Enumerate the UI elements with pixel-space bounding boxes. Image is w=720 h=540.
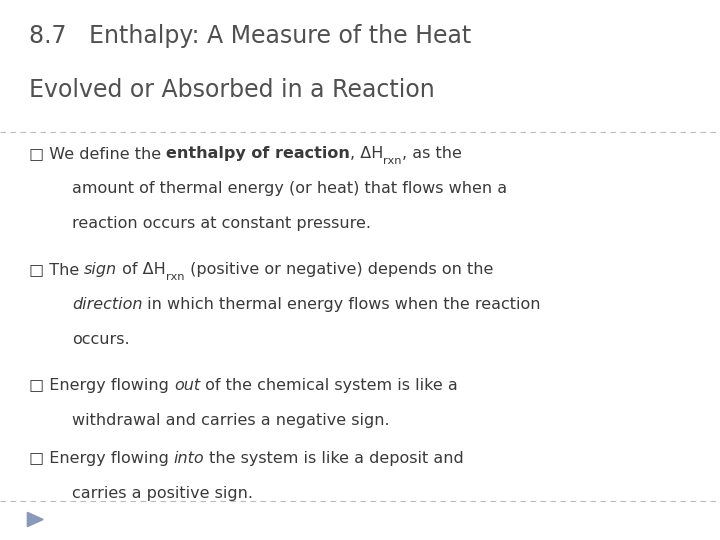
- Text: □ Energy flowing: □ Energy flowing: [29, 378, 174, 393]
- Text: (positive or negative) depends on the: (positive or negative) depends on the: [184, 262, 493, 277]
- Text: withdrawal and carries a negative sign.: withdrawal and carries a negative sign.: [72, 413, 390, 428]
- Text: occurs.: occurs.: [72, 332, 130, 347]
- Text: 8.7   Enthalpy: A Measure of the Heat: 8.7 Enthalpy: A Measure of the Heat: [29, 24, 471, 48]
- Text: of the chemical system is like a: of the chemical system is like a: [200, 378, 458, 393]
- Text: rxn: rxn: [383, 156, 402, 166]
- Text: in which thermal energy flows when the reaction: in which thermal energy flows when the r…: [143, 297, 541, 312]
- Text: of ΔH: of ΔH: [117, 262, 166, 277]
- Text: □ We define the: □ We define the: [29, 146, 166, 161]
- Text: amount of thermal energy (or heat) that flows when a: amount of thermal energy (or heat) that …: [72, 181, 507, 196]
- Polygon shape: [27, 512, 43, 526]
- Text: , ΔH: , ΔH: [350, 146, 383, 161]
- Text: □ The: □ The: [29, 262, 84, 277]
- Text: out: out: [174, 378, 200, 393]
- Text: rxn: rxn: [166, 272, 184, 282]
- Text: Evolved or Absorbed in a Reaction: Evolved or Absorbed in a Reaction: [29, 78, 435, 102]
- Text: direction: direction: [72, 297, 143, 312]
- Text: reaction occurs at constant pressure.: reaction occurs at constant pressure.: [72, 216, 371, 231]
- Text: sign: sign: [84, 262, 117, 277]
- Text: into: into: [174, 451, 204, 466]
- Text: the system is like a deposit and: the system is like a deposit and: [204, 451, 464, 466]
- Text: □ Energy flowing: □ Energy flowing: [29, 451, 174, 466]
- Text: , as the: , as the: [402, 146, 462, 161]
- Text: carries a positive sign.: carries a positive sign.: [72, 486, 253, 501]
- Text: enthalpy of reaction: enthalpy of reaction: [166, 146, 350, 161]
